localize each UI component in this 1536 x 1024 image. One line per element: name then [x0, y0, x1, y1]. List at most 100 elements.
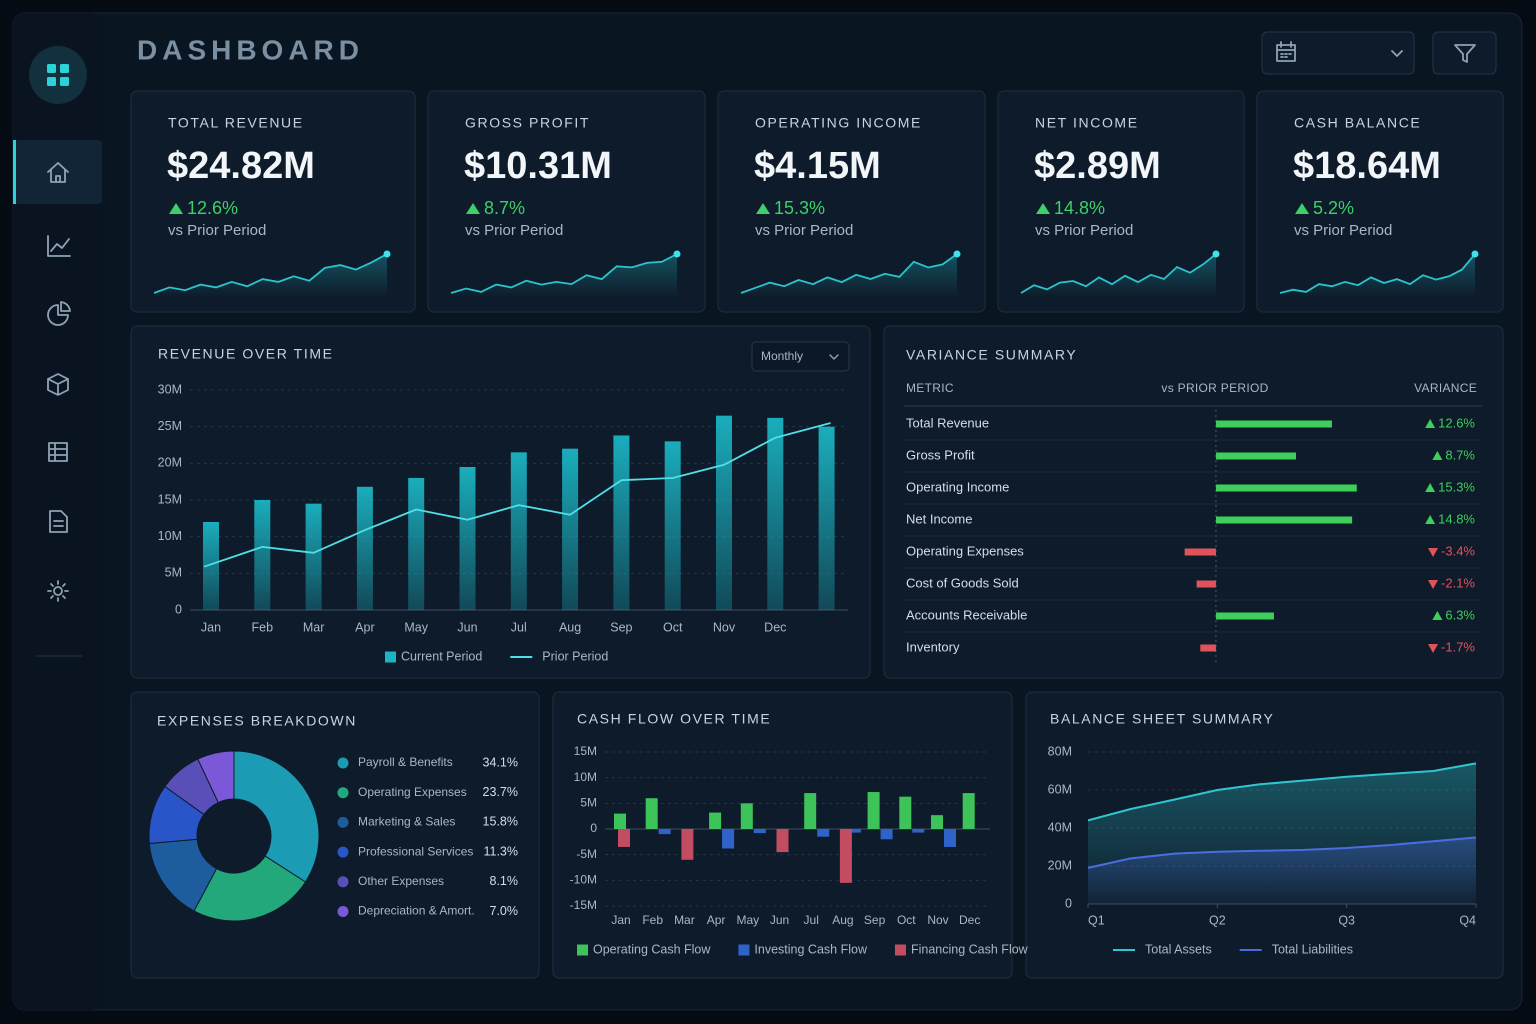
nav-home[interactable]	[47, 162, 69, 183]
row-label: Inventory	[906, 639, 960, 654]
nav-active	[13, 140, 102, 204]
kpi-card	[1256, 90, 1504, 313]
chart-title: REVENUE OVER TIME	[158, 346, 334, 362]
nav-tables[interactable]	[48, 442, 68, 462]
donut-segment	[193, 855, 307, 922]
variance-bar	[1215, 612, 1274, 620]
x-tick-label: Dec	[959, 913, 980, 927]
bar	[658, 829, 671, 835]
x-tick-label: May	[736, 913, 759, 927]
variance-arrow	[1425, 515, 1436, 524]
variance-card	[883, 325, 1504, 679]
revenue-card	[130, 325, 871, 679]
legend-label: Operating Cash Flow	[593, 942, 711, 956]
legend-label: Payroll & Benefits	[358, 755, 453, 769]
bar	[899, 796, 912, 829]
sparkline-area	[1280, 254, 1475, 298]
variance-bar	[1200, 644, 1216, 652]
y-tick-label: 60M	[1048, 782, 1072, 796]
sparkline-end	[673, 250, 681, 258]
change-arrow	[466, 203, 480, 214]
change-arrow	[756, 203, 770, 214]
kpi-note: vs Prior Period	[755, 222, 853, 239]
sparkline-end	[953, 250, 961, 258]
variance-arrow	[1432, 611, 1443, 620]
kpi-note: vs Prior Period	[465, 222, 563, 239]
nav-settings[interactable]	[53, 586, 63, 596]
date-chevron	[1391, 50, 1403, 57]
y-tick-label: 0	[175, 602, 182, 616]
y-tick-label: -15M	[570, 898, 597, 912]
x-tick-label: Aug	[559, 620, 581, 634]
x-tick-label: Apr	[707, 913, 726, 927]
sparkline-end	[1471, 250, 1479, 258]
legend-swatch	[894, 944, 906, 956]
legend-value: 11.3%	[483, 844, 518, 858]
y-tick-label: 15M	[158, 492, 182, 506]
nav-active-bar	[13, 140, 16, 204]
legend-swatch	[337, 757, 349, 769]
bar	[613, 435, 630, 610]
x-tick-label: Dec	[764, 620, 786, 634]
bar	[848, 829, 861, 833]
donut-segment	[197, 750, 235, 804]
nav-analytics[interactable]	[47, 235, 71, 257]
kpi-label: CASH BALANCE	[1294, 115, 1421, 131]
legend-swatch	[337, 787, 349, 799]
x-tick-label: Oct	[897, 913, 916, 927]
kpi-note: vs Prior Period	[168, 222, 266, 239]
bar	[459, 467, 476, 610]
bar	[944, 829, 956, 847]
kpi-card	[427, 90, 706, 313]
y-tick-label: 0	[1065, 896, 1072, 910]
change-arrow	[1295, 203, 1309, 214]
filter-button[interactable]	[1432, 31, 1497, 75]
row-label: Accounts Receivable	[906, 607, 1027, 622]
y-tick-label: 80M	[1048, 744, 1072, 758]
x-tick-label: Q2	[1209, 913, 1226, 927]
bar	[709, 812, 722, 829]
bar	[722, 829, 735, 849]
x-tick-label: Aug	[832, 913, 853, 927]
bar	[818, 426, 835, 610]
sparkline-end	[383, 250, 391, 258]
chart-title: CASH FLOW OVER TIME	[577, 711, 771, 727]
variance-bar	[1184, 548, 1216, 556]
nav-documents[interactable]	[49, 510, 68, 533]
bar	[912, 829, 925, 833]
nav-reports[interactable]	[47, 301, 71, 326]
bar	[645, 798, 658, 829]
legend-label: Current Period	[401, 649, 482, 663]
date-picker[interactable]	[1261, 31, 1415, 75]
bar	[681, 829, 694, 860]
variance-label: -2.1%	[1441, 575, 1475, 590]
y-tick-label: 10M	[158, 529, 182, 543]
bar	[562, 448, 579, 610]
period-selector[interactable]	[751, 341, 850, 372]
y-tick-label: 30M	[158, 382, 182, 396]
variance-bar	[1215, 516, 1353, 524]
x-tick-label: Feb	[252, 620, 274, 634]
column-header: METRIC	[906, 381, 954, 395]
nav-settings-rays	[47, 580, 69, 602]
change-arrow	[169, 203, 183, 214]
variance-label: 14.8%	[1438, 511, 1475, 526]
logo[interactable]	[29, 46, 87, 104]
y-tick-label: 5M	[580, 796, 597, 810]
line	[1087, 762, 1477, 822]
x-tick-label: Oct	[663, 620, 683, 634]
variance-arrow	[1428, 580, 1439, 589]
kpi-value: $2.89M	[1034, 145, 1161, 187]
kpi-change: 8.7%	[484, 198, 525, 218]
kpi-card	[130, 90, 416, 313]
line	[203, 422, 831, 568]
y-tick-label: 5M	[165, 566, 182, 580]
bar	[767, 417, 784, 610]
row-label: Cost of Goods Sold	[906, 575, 1019, 590]
y-tick-label: 0	[590, 821, 597, 835]
kpi-note: vs Prior Period	[1294, 222, 1392, 239]
logo-mark	[47, 64, 69, 86]
variance-label: 6.3%	[1445, 607, 1475, 622]
filter-icon	[1454, 44, 1476, 63]
nav-products[interactable]	[47, 373, 69, 396]
